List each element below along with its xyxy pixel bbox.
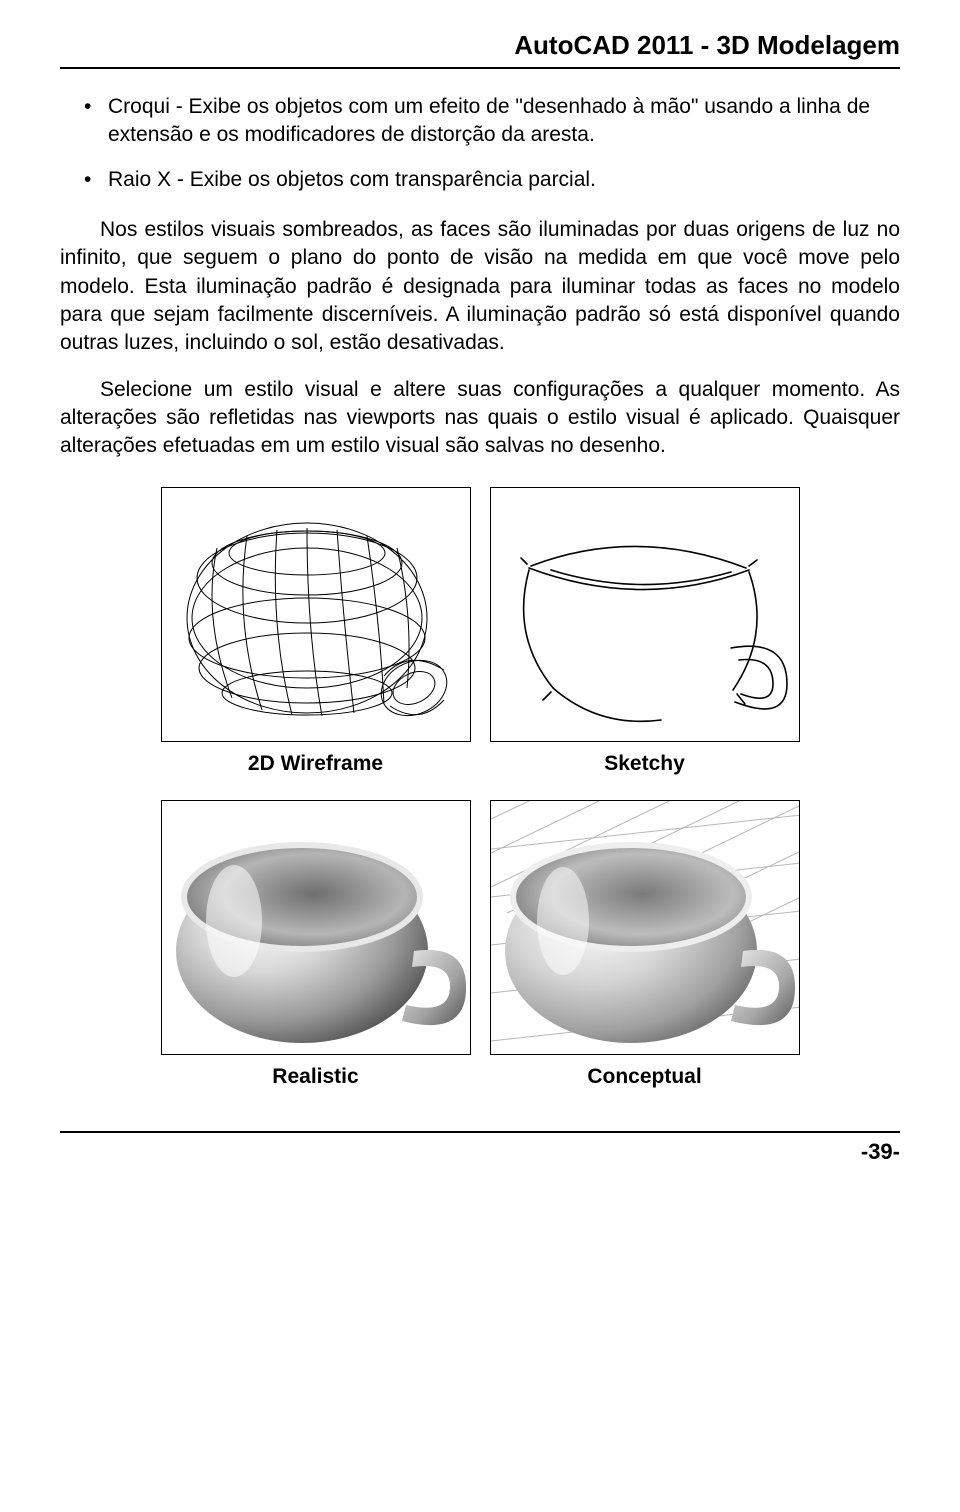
figure-conceptual-caption: Conceptual (587, 1065, 701, 1089)
figure-conceptual: Conceptual (484, 800, 805, 1105)
header-rule (60, 67, 900, 69)
realistic-illustration-icon (162, 801, 471, 1055)
figure-realistic: Realistic (155, 800, 476, 1105)
page-number: -39- (60, 1139, 900, 1165)
figure-conceptual-box (490, 800, 800, 1055)
figure-sketchy-caption: Sketchy (604, 752, 685, 776)
footer-rule (60, 1131, 900, 1133)
figure-wireframe-caption: 2D Wireframe (248, 752, 383, 776)
figure-sketchy-box (490, 487, 800, 742)
figure-wireframe: 2D Wireframe (155, 487, 476, 792)
header-title: AutoCAD 2011 - 3D Modelagem (60, 30, 900, 61)
bullet-item-0: Croqui - Exibe os objetos com um efeito … (108, 93, 900, 150)
sketchy-illustration-icon (491, 488, 800, 742)
figure-wireframe-box (161, 487, 471, 742)
wireframe-illustration-icon (162, 488, 471, 742)
figure-realistic-box (161, 800, 471, 1055)
figure-realistic-caption: Realistic (272, 1065, 358, 1089)
paragraph-1: Selecione um estilo visual e altere suas… (60, 376, 900, 461)
figure-sketchy: Sketchy (484, 487, 805, 792)
bullet-item-1: Raio X - Exibe os objetos com transparên… (108, 166, 900, 194)
paragraph-0: Nos estilos visuais sombreados, as faces… (60, 216, 900, 358)
conceptual-illustration-icon (491, 801, 800, 1055)
figure-grid: 2D Wireframe (155, 487, 805, 1105)
bullet-list: Croqui - Exibe os objetos com um efeito … (60, 93, 900, 194)
